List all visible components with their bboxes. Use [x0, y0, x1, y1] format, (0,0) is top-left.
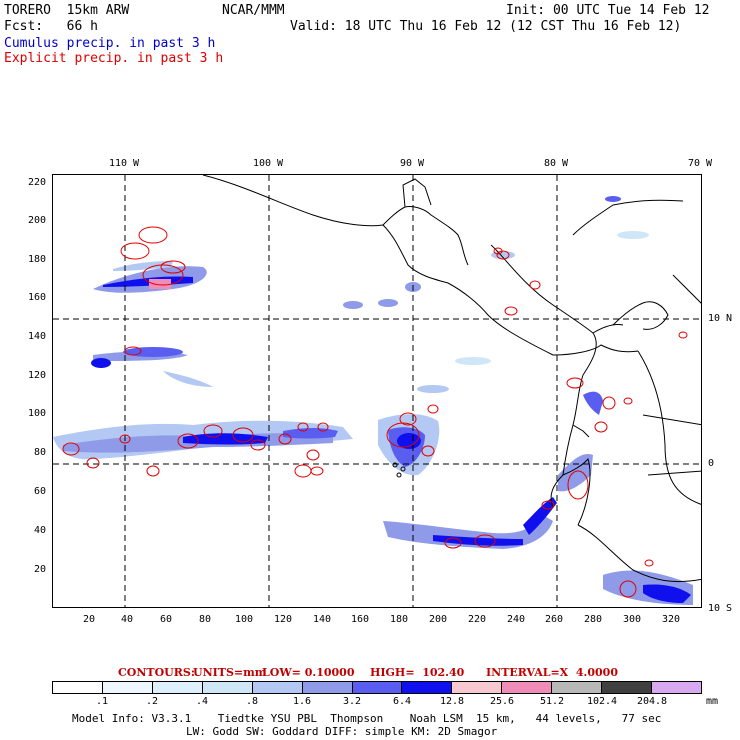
x-tick: 40 [120, 614, 134, 625]
y-tick: 140 [27, 331, 46, 342]
precip-shading [53, 196, 693, 605]
legend-swatch [351, 682, 402, 693]
x-tick: 20 [82, 614, 96, 625]
x-tick: 120 [273, 614, 293, 625]
y-tick: 40 [33, 525, 46, 536]
y-tick: 160 [27, 292, 46, 303]
latlon-grid [53, 175, 701, 607]
legend-swatch [251, 682, 302, 693]
y-tick: 100 [27, 408, 46, 419]
lon-label-110w: 110 W [108, 158, 140, 169]
lat-label-10n: 10 N [708, 313, 733, 324]
y-tick: 120 [27, 370, 46, 381]
x-tick: 260 [544, 614, 564, 625]
x-tick: 100 [234, 614, 254, 625]
lat-label-10s: 10 S [708, 603, 733, 614]
legend-swatch [201, 682, 252, 693]
x-tick: 300 [622, 614, 642, 625]
model-title: TORERO 15km ARW [4, 3, 130, 18]
lon-label-70w: 70 W [687, 158, 713, 169]
x-tick: 320 [661, 614, 681, 625]
legend-swatch [551, 682, 602, 693]
map-canvas [53, 175, 701, 607]
x-tick: 140 [312, 614, 332, 625]
y-tick: 60 [33, 486, 46, 497]
legend-unit: mm [705, 696, 719, 707]
legend-level: 1.6 [292, 696, 312, 707]
physics-info: LW: Godd SW: Goddard DIFF: simple KM: 2D… [186, 725, 498, 738]
x-tick: 220 [467, 614, 487, 625]
forecast-hour: Fcst: 66 h [4, 19, 98, 34]
valid-time: Valid: 18 UTC Thu 16 Feb 12 (12 CST Thu … [290, 19, 682, 34]
y-tick: 80 [33, 447, 46, 458]
x-tick: 160 [350, 614, 370, 625]
y-tick: 180 [27, 254, 46, 265]
legend-level: 102.4 [586, 696, 618, 707]
explicit-contours [62, 226, 688, 598]
coastlines [202, 175, 701, 583]
x-tick: 200 [428, 614, 448, 625]
legend-swatch [451, 682, 502, 693]
legend-swatch [601, 682, 652, 693]
contour-interval: INTERVAL=X 4.0000 [486, 666, 618, 679]
legend-swatch [53, 682, 102, 693]
lat-label-eq: 0 [708, 458, 715, 469]
x-tick: 240 [506, 614, 526, 625]
legend-level: .2 [145, 696, 159, 707]
contour-high: HIGH= 102.40 [370, 666, 465, 679]
y-tick: 220 [27, 177, 46, 188]
contour-units: UNITS=mm [193, 666, 267, 679]
legend-level: .8 [245, 696, 259, 707]
lon-label-90w: 90 W [399, 158, 425, 169]
legend-level: .4 [195, 696, 209, 707]
precip-colorbar [52, 681, 702, 694]
legend-swatch [151, 682, 202, 693]
x-tick: 80 [198, 614, 212, 625]
lon-label-80w: 80 W [543, 158, 569, 169]
legend-swatch [101, 682, 152, 693]
precip-map [52, 174, 702, 608]
legend-level: .1 [95, 696, 109, 707]
y-tick: 20 [33, 564, 46, 575]
y-tick: 200 [27, 215, 46, 226]
contour-info-label: CONTOURS: [118, 666, 195, 679]
lon-label-100w: 100 W [252, 158, 284, 169]
x-tick: 280 [583, 614, 603, 625]
center-label: NCAR/MMM [222, 3, 285, 18]
x-tick: 60 [159, 614, 173, 625]
legend-level: 3.2 [342, 696, 362, 707]
explicit-label: Explicit precip. in past 3 h [4, 51, 224, 66]
legend-swatch [651, 682, 701, 693]
init-time: Init: 00 UTC Tue 14 Feb 12 [506, 3, 710, 18]
legend-level: 6.4 [392, 696, 412, 707]
x-tick: 180 [389, 614, 409, 625]
cumulus-label: Cumulus precip. in past 3 h [4, 36, 216, 51]
model-info: Model Info: V3.3.1 Tiedtke YSU PBL Thomp… [72, 712, 662, 725]
contour-low: LOW= 0.10000 [262, 666, 355, 679]
legend-swatch [301, 682, 352, 693]
legend-level: 51.2 [539, 696, 565, 707]
legend-level: 12.8 [439, 696, 465, 707]
legend-level: 25.6 [489, 696, 515, 707]
legend-level: 204.8 [636, 696, 668, 707]
legend-swatch [401, 682, 452, 693]
legend-swatch [501, 682, 552, 693]
